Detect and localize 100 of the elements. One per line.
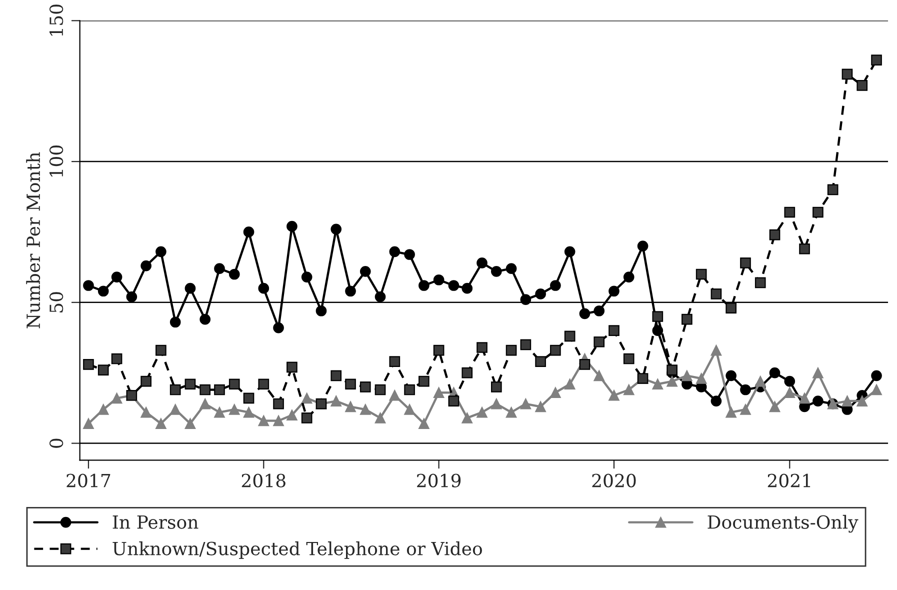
point (462, 282, 473, 294)
point (111, 353, 122, 364)
point (184, 418, 196, 429)
point (156, 344, 166, 356)
point (418, 280, 430, 291)
legend-label: In Person (112, 515, 198, 529)
point (170, 404, 181, 415)
point (156, 246, 166, 258)
point (871, 384, 882, 396)
point (301, 272, 312, 282)
point (827, 184, 838, 196)
point (535, 356, 546, 367)
point (374, 384, 386, 396)
point (652, 378, 664, 390)
x-tick-label: 2020 (592, 474, 636, 488)
point (476, 342, 488, 353)
point (214, 406, 225, 418)
point (579, 308, 590, 320)
point (448, 396, 460, 406)
point (710, 288, 722, 300)
point (594, 336, 605, 348)
point (433, 274, 444, 286)
point (754, 376, 766, 387)
point (360, 382, 371, 392)
point (769, 401, 780, 412)
point (286, 410, 298, 421)
point (243, 392, 254, 404)
point (170, 316, 181, 328)
point (462, 367, 473, 378)
point (404, 249, 415, 260)
point (345, 286, 356, 297)
point (550, 280, 561, 291)
y-tick-label: 0 (49, 438, 64, 448)
point (360, 404, 371, 415)
point (111, 392, 122, 404)
point (448, 280, 460, 291)
point (140, 260, 152, 272)
point (476, 258, 488, 268)
point (433, 344, 444, 356)
point (156, 418, 166, 429)
point (200, 384, 211, 396)
point (98, 404, 109, 415)
point (812, 396, 824, 406)
point (170, 384, 181, 396)
point (666, 364, 678, 376)
point (258, 282, 270, 294)
point (623, 272, 634, 282)
point (404, 404, 415, 415)
point (506, 344, 517, 356)
point (550, 387, 561, 398)
point (184, 282, 196, 294)
point (784, 376, 796, 387)
point (506, 263, 517, 274)
y-tick-label: 100 (49, 146, 64, 177)
point (228, 378, 240, 390)
point (140, 406, 152, 418)
point (520, 294, 532, 306)
point (214, 263, 225, 274)
point (726, 406, 737, 418)
point (286, 362, 298, 373)
x-tick-label: 2017 (66, 474, 110, 488)
point (418, 376, 430, 387)
legend-label: Documents-Only (708, 514, 858, 533)
y-tick-label: 50 (49, 292, 64, 312)
point (682, 314, 692, 325)
point (273, 398, 284, 410)
point (374, 291, 386, 302)
point (608, 390, 620, 401)
point (812, 206, 824, 218)
point (273, 415, 284, 426)
point (564, 330, 576, 342)
point (710, 344, 722, 356)
point (740, 258, 751, 268)
point (623, 384, 634, 396)
point (389, 390, 400, 401)
point (98, 364, 109, 376)
x-tick-label: 2018 (242, 474, 286, 488)
point (594, 305, 605, 316)
x-tick-label: 2019 (417, 474, 461, 488)
point (490, 382, 502, 392)
y-axis-title: Number Per Month (26, 152, 40, 328)
point (345, 378, 356, 390)
point (564, 378, 576, 390)
point (506, 406, 517, 418)
point (740, 404, 751, 415)
point (476, 406, 488, 418)
point (726, 302, 737, 314)
point (184, 378, 196, 390)
x-tick-label: 2021 (768, 474, 810, 488)
point (126, 291, 138, 302)
point (490, 266, 502, 277)
point (316, 305, 327, 316)
point (710, 396, 722, 406)
point (856, 80, 868, 91)
point (637, 240, 648, 252)
point (520, 339, 532, 350)
point (594, 370, 605, 382)
point (140, 376, 152, 387)
point (200, 398, 211, 410)
point (330, 396, 342, 406)
